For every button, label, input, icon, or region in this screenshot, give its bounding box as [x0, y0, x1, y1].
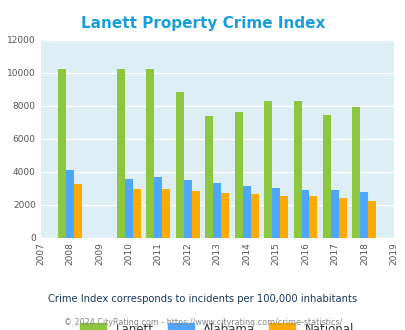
- Text: Lanett Property Crime Index: Lanett Property Crime Index: [81, 16, 324, 31]
- Bar: [293, 102, 301, 238]
- Bar: [367, 201, 375, 238]
- Bar: [360, 192, 367, 238]
- Text: © 2024 CityRating.com - https://www.cityrating.com/crime-statistics/: © 2024 CityRating.com - https://www.city…: [64, 318, 341, 327]
- Bar: [221, 193, 228, 238]
- Legend: Lanett, Alabama, National: Lanett, Alabama, National: [75, 319, 358, 330]
- Bar: [132, 189, 141, 238]
- Bar: [250, 194, 258, 238]
- Bar: [234, 112, 242, 238]
- Bar: [301, 190, 309, 238]
- Bar: [58, 69, 66, 238]
- Bar: [322, 115, 330, 238]
- Bar: [66, 170, 74, 238]
- Bar: [154, 178, 162, 238]
- Bar: [191, 190, 199, 238]
- Bar: [117, 69, 125, 238]
- Bar: [271, 188, 279, 238]
- Bar: [205, 116, 213, 238]
- Bar: [352, 107, 360, 238]
- Bar: [338, 198, 346, 238]
- Bar: [242, 185, 250, 238]
- Bar: [162, 189, 170, 238]
- Bar: [74, 184, 82, 238]
- Bar: [146, 69, 154, 238]
- Bar: [213, 183, 221, 238]
- Bar: [183, 180, 191, 238]
- Bar: [264, 102, 271, 238]
- Text: Crime Index corresponds to incidents per 100,000 inhabitants: Crime Index corresponds to incidents per…: [48, 294, 357, 304]
- Bar: [125, 179, 132, 238]
- Bar: [279, 196, 287, 238]
- Bar: [175, 92, 183, 238]
- Bar: [330, 190, 338, 238]
- Bar: [309, 196, 317, 238]
